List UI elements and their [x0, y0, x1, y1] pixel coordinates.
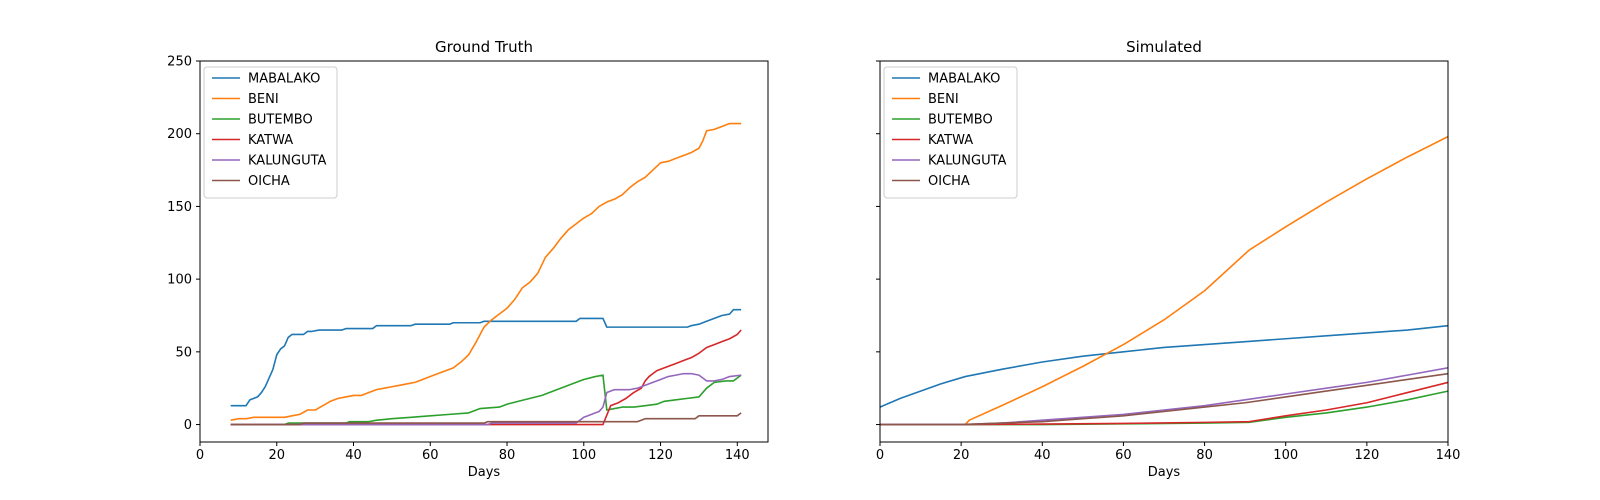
plot-frame: [199, 60, 769, 443]
chart-panel-0: 0 20 40 60 80 100 120 140 0 50 100 150 200 250 Ground …: [167, 38, 769, 480]
legend-label-kalunguta: KALUNGUTA: [248, 154, 327, 169]
series-line-oicha: [230, 412, 742, 426]
x-tick-label: 0: [196, 448, 204, 463]
series-line-butembo: [880, 390, 1448, 426]
legend: MABALAKO BENI BUTEMBO KATWA KALUNGUTA OICHA: [203, 66, 338, 199]
x-tick-label: 40: [1034, 448, 1051, 463]
x-tick-label: 120: [648, 448, 673, 463]
y-tick-label: 0: [184, 418, 192, 433]
chart-panel-1: 0 20 40 60 80 100 120 140 Simulated Days MABALAKO B…: [876, 38, 1461, 480]
legend-label-katwa: KATWA: [248, 133, 293, 148]
series-line-katwa: [230, 329, 742, 426]
series-line-katwa: [880, 381, 1448, 426]
legend-box: [203, 66, 338, 199]
chart-title: Simulated: [1126, 38, 1202, 56]
y-tick-label: 50: [175, 345, 192, 360]
legend-label-beni: BENI: [248, 92, 279, 107]
x-tick-label: 140: [725, 448, 750, 463]
legend-label-mabalako: MABALAKO: [928, 72, 1000, 87]
series-group: [880, 135, 1448, 426]
legend-label-oicha: OICHA: [928, 174, 970, 189]
legend: MABALAKO BENI BUTEMBO KATWA KALUNGUTA OICHA: [883, 66, 1018, 199]
series-line-mabalako: [880, 324, 1448, 408]
x-tick-label: 40: [345, 448, 362, 463]
y-tick-label: 250: [167, 55, 192, 70]
x-tick-label: 120: [1354, 448, 1379, 463]
legend-label-katwa: KATWA: [928, 133, 973, 148]
y-tick-label: 100: [167, 273, 192, 288]
x-tick-label: 100: [571, 448, 596, 463]
series-line-mabalako: [230, 308, 742, 407]
plot-frame: [879, 60, 1449, 443]
series-line-oicha: [880, 372, 1448, 426]
legend-label-kalunguta: KALUNGUTA: [928, 154, 1007, 169]
x-axis-label: Days: [1148, 465, 1181, 480]
series-line-butembo: [230, 374, 742, 426]
legend-label-beni: BENI: [928, 92, 959, 107]
series-line-beni: [230, 122, 742, 421]
x-tick-label: 60: [1115, 448, 1132, 463]
legend-label-oicha: OICHA: [248, 174, 290, 189]
x-tick-label: 80: [1196, 448, 1213, 463]
x-tick-label: 60: [422, 448, 439, 463]
x-tick-label: 140: [1436, 448, 1461, 463]
legend-label-butembo: BUTEMBO: [928, 113, 993, 128]
legend-label-butembo: BUTEMBO: [248, 113, 313, 128]
series-group: [230, 122, 742, 426]
x-tick-label: 100: [1273, 448, 1298, 463]
chart-title: Ground Truth: [435, 38, 533, 56]
legend-label-mabalako: MABALAKO: [248, 72, 320, 87]
x-tick-label: 80: [499, 448, 516, 463]
y-tick-label: 150: [167, 200, 192, 215]
x-tick-label: 0: [876, 448, 884, 463]
x-tick-label: 20: [268, 448, 285, 463]
y-tick-label: 200: [167, 127, 192, 142]
series-line-kalunguta: [230, 372, 742, 426]
series-line-beni: [964, 135, 1448, 426]
x-axis-label: Days: [468, 465, 501, 480]
legend-box: [883, 66, 1018, 199]
x-tick-label: 20: [953, 448, 970, 463]
